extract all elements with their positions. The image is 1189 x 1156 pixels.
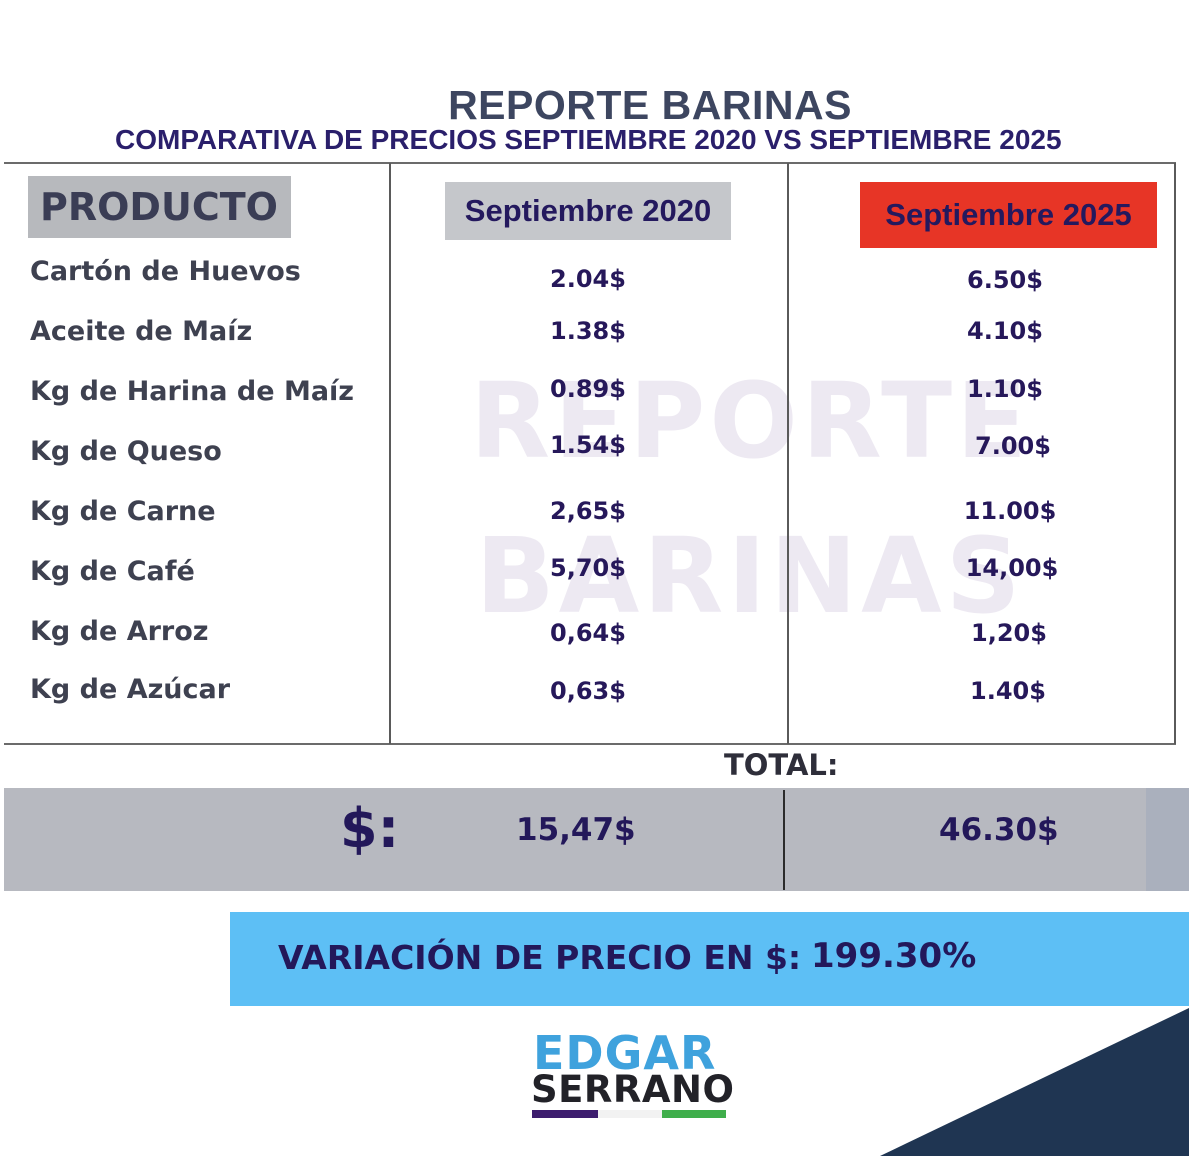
watermark-line-1: REPORTE [470,360,1032,482]
price-2020: 1.54$ [550,431,626,459]
variation-band [230,912,1189,1006]
total-2025: 46.30$ [939,812,1059,848]
report-title: REPORTE BARINAS [448,82,852,128]
variation-label: VARIACIÓN DE PRECIO EN $: [278,938,802,977]
price-2025: 4.10$ [967,317,1043,345]
product-name: Kg de Arroz [30,616,209,647]
product-name: Kg de Azúcar [30,674,231,705]
table-top-border [4,162,1176,164]
logo-edgar-text: EDGAR [533,1026,717,1080]
column-header-producto: PRODUCTO [28,176,291,238]
price-2020: 0,64$ [550,619,626,647]
product-name: Kg de Harina de Maíz [30,376,355,407]
totals-divider [783,790,785,890]
price-2025: 1.10$ [967,375,1043,403]
watermark-line-2: BARINAS [475,515,1025,637]
product-name: Kg de Café [30,556,195,587]
report-subtitle: COMPARATIVA DE PRECIOS SEPTIEMBRE 2020 V… [115,124,1062,155]
price-2020: 1.38$ [550,317,626,345]
product-name: Aceite de Maíz [30,316,253,347]
column-header-sep-2025: Septiembre 2025 [860,182,1157,248]
price-2025: 6.50$ [967,266,1043,294]
column-header-sep-2020: Septiembre 2020 [445,182,731,240]
table-bottom-border [4,743,1176,745]
logo-bar-green [662,1110,726,1118]
total-label: TOTAL: [724,748,839,782]
price-2025: 1.40$ [970,677,1046,705]
price-2025: 11.00$ [963,497,1057,525]
price-2025: 1,20$ [971,619,1047,647]
price-2020: 2.04$ [550,265,626,293]
currency-symbol: $: [340,797,400,860]
price-2020: 2,65$ [550,497,626,525]
table-divider-2 [787,163,789,744]
price-2025: 14,00$ [965,554,1059,582]
totals-band [4,788,1189,891]
product-name: Kg de Carne [30,496,216,527]
price-2020: 0,63$ [550,677,626,705]
product-name: Cartón de Huevos [30,256,301,287]
product-name: Kg de Queso [30,436,222,467]
logo-bar-white [598,1110,662,1118]
price-2020: 5,70$ [550,554,626,582]
variation-value: 199.30% [811,936,977,976]
logo-serrano-text: SERRANO [531,1068,735,1111]
logo-bar-purple [532,1110,598,1118]
table-divider-1 [389,163,391,744]
total-2020: 15,47$ [516,812,636,848]
table-right-border [1174,163,1176,744]
corner-triangle-decoration [880,1008,1189,1156]
totals-right-edge [1146,788,1189,891]
price-2025: 7.00$ [975,432,1051,460]
price-2020: 0.89$ [550,375,626,403]
